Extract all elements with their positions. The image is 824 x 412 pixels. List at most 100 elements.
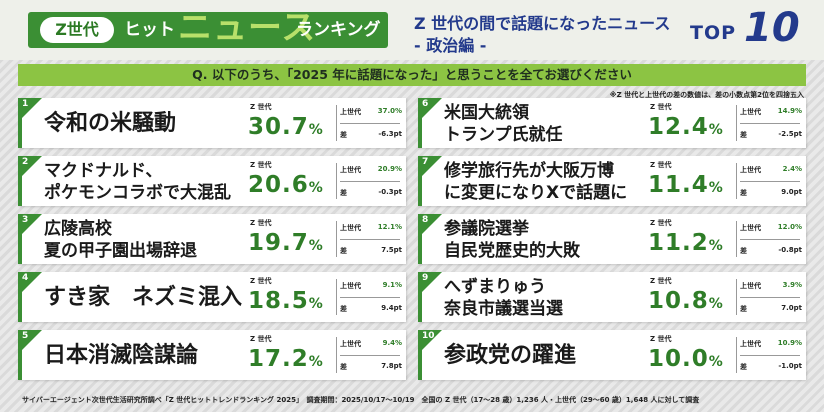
z-gen-percentage: 12.4% [648,114,724,140]
z-gen-label: Z 世代 [650,103,672,111]
news-title: 参議院選挙 自民党歴史的大敗 [444,217,664,263]
diff-label: 差 [340,131,347,139]
news-title-line2: に変更になりXで話題に [444,183,628,203]
z-gen-label: Z 世代 [650,161,672,169]
z-gen-label: Z 世代 [250,103,272,111]
upper-gen-value: 9.1% [382,281,402,289]
rank-badge [18,98,42,122]
diff-label: 差 [740,131,747,139]
diff-value: 7.8pt [381,362,402,370]
z-gen-percentage: 30.7% [248,114,324,140]
diff-label: 差 [340,363,347,371]
z-gen-label: Z 世代 [650,335,672,343]
divider [336,337,337,373]
divider [736,221,737,257]
diff-value: 7.5pt [381,246,402,254]
z-gen-value: 30.7 [248,114,309,140]
z-gen-percentage: 18.5% [248,288,324,314]
diff-value: 9.4pt [381,304,402,312]
z-gen-value: 10.8 [648,288,709,314]
rank-badge [418,214,442,238]
top-number: 10 [744,5,800,51]
z-gen-label: Z 世代 [250,161,272,169]
ranking-card: 8 参議院選挙 自民党歴史的大敗 Z 世代 11.2% 上世代 12.0% 差 -0.8pt [418,214,806,264]
rank-badge [18,214,42,238]
z-gen-value: 19.7 [248,230,309,256]
rank-badge [18,330,42,354]
subtitle: Z 世代の間で話題になったニュース [414,14,671,33]
z-gen-value: 18.5 [248,288,309,314]
upper-gen-label: 上世代 [340,108,361,116]
ranking-card: 10 参政党の躍進 Z 世代 10.0% 上世代 10.9% 差 -1.0pt [418,330,806,380]
news-title-line1: マクドナルド、 [44,161,163,181]
news-title: 令和の米騒動 [44,101,264,147]
upper-gen-label: 上世代 [740,340,761,348]
diff-value: -0.3pt [378,188,402,196]
diff-value: -0.8pt [778,246,802,254]
diff-label: 差 [740,247,747,255]
diff-label: 差 [340,305,347,313]
upper-gen-label: 上世代 [340,340,361,348]
diff-label: 差 [740,189,747,197]
rank-badge [18,156,42,180]
divider [736,163,737,199]
divider [340,239,400,240]
rank-number: 8 [422,215,429,225]
divider [336,105,337,141]
ranking-card: 3 広陵高校 夏の甲子園出場辞退 Z 世代 19.7% 上世代 12.1% 差 7.5pt [18,214,406,264]
divider [340,297,400,298]
diff-label: 差 [740,305,747,313]
z-gen-value: 10.0 [648,346,709,372]
divider [740,123,800,124]
z-gen-value: 11.4 [648,172,709,198]
news-title-line1: 令和の米騒動 [44,111,177,136]
z-gen-percentage: 11.2% [648,230,724,256]
news-title-line1: 広陵高校 [44,219,112,239]
divider [736,279,737,315]
rounding-note: ※Z 世代と上世代の差の数値は、差の小数点第2位を四捨五入 [609,91,804,99]
z-generation-pill: Z世代 [40,17,114,43]
divider [740,297,800,298]
news-title-line2: 奈良市議選当選 [444,299,563,319]
card-edge [18,98,22,148]
ranking-card: 4 すき家 ネズミ混入 Z 世代 18.5% 上世代 9.1% 差 9.4pt [18,272,406,322]
z-gen-value: 20.6 [248,172,309,198]
diff-value: -2.5pt [778,130,802,138]
upper-gen-label: 上世代 [340,282,361,290]
rank-number: 2 [22,157,29,167]
z-gen-percentage: 19.7% [248,230,324,256]
rank-number: 9 [422,273,429,283]
news-title-line1: 参政党の躍進 [444,343,577,368]
upper-gen-value: 20.9% [377,165,402,173]
diff-value: 9.0pt [781,188,802,196]
z-gen-label: Z 世代 [250,219,272,227]
z-gen-percentage: 20.6% [248,172,324,198]
upper-gen-value: 12.1% [377,223,402,231]
news-title-line1: へずまりゅう [444,277,546,297]
card-edge [418,330,422,380]
rank-number: 10 [422,331,435,341]
news-title-line1: 参議院選挙 [444,219,529,239]
upper-gen-value: 12.0% [777,223,802,231]
ranking-card: 7 修学旅行先が大阪万博 に変更になりXで話題に Z 世代 11.4% 上世代 2.4% 差 9… [418,156,806,206]
news-title: 米国大統領 トランプ氏就任 [444,101,664,147]
news-title-line1: すき家 ネズミ混入 [44,285,243,310]
ranking-card: 9 へずまりゅう 奈良市議選当選 Z 世代 10.8% 上世代 3.9% 差 7.0pt [418,272,806,322]
z-gen-percentage: 17.2% [248,346,324,372]
rank-badge [18,272,42,296]
diff-value: -6.3pt [378,130,402,138]
rank-badge [418,272,442,296]
card-edge [418,156,422,206]
z-gen-percentage: 10.8% [648,288,724,314]
ranking-card: 5 日本消滅陰謀論 Z 世代 17.2% 上世代 9.4% 差 7.8pt [18,330,406,380]
upper-gen-label: 上世代 [740,166,761,174]
news-title-line1: 修学旅行先が大阪万博 [444,161,614,181]
survey-footer: サイバーエージェント次世代生活研究所調べ「Z 世代ヒットトレンドランキング 20… [22,396,700,404]
card-edge [18,214,22,264]
card-edge [18,156,22,206]
upper-gen-label: 上世代 [340,166,361,174]
diff-value: -1.0pt [778,362,802,370]
question-bar: Q. 以下のうち、「2025 年に話題になった」と思うことを全てお選びください [18,64,806,86]
rank-number: 7 [422,157,429,167]
ranking-card: 2 マクドナルド、 ポケモンコラボで大混乱 Z 世代 20.6% 上世代 20.9% 差 -0.… [18,156,406,206]
